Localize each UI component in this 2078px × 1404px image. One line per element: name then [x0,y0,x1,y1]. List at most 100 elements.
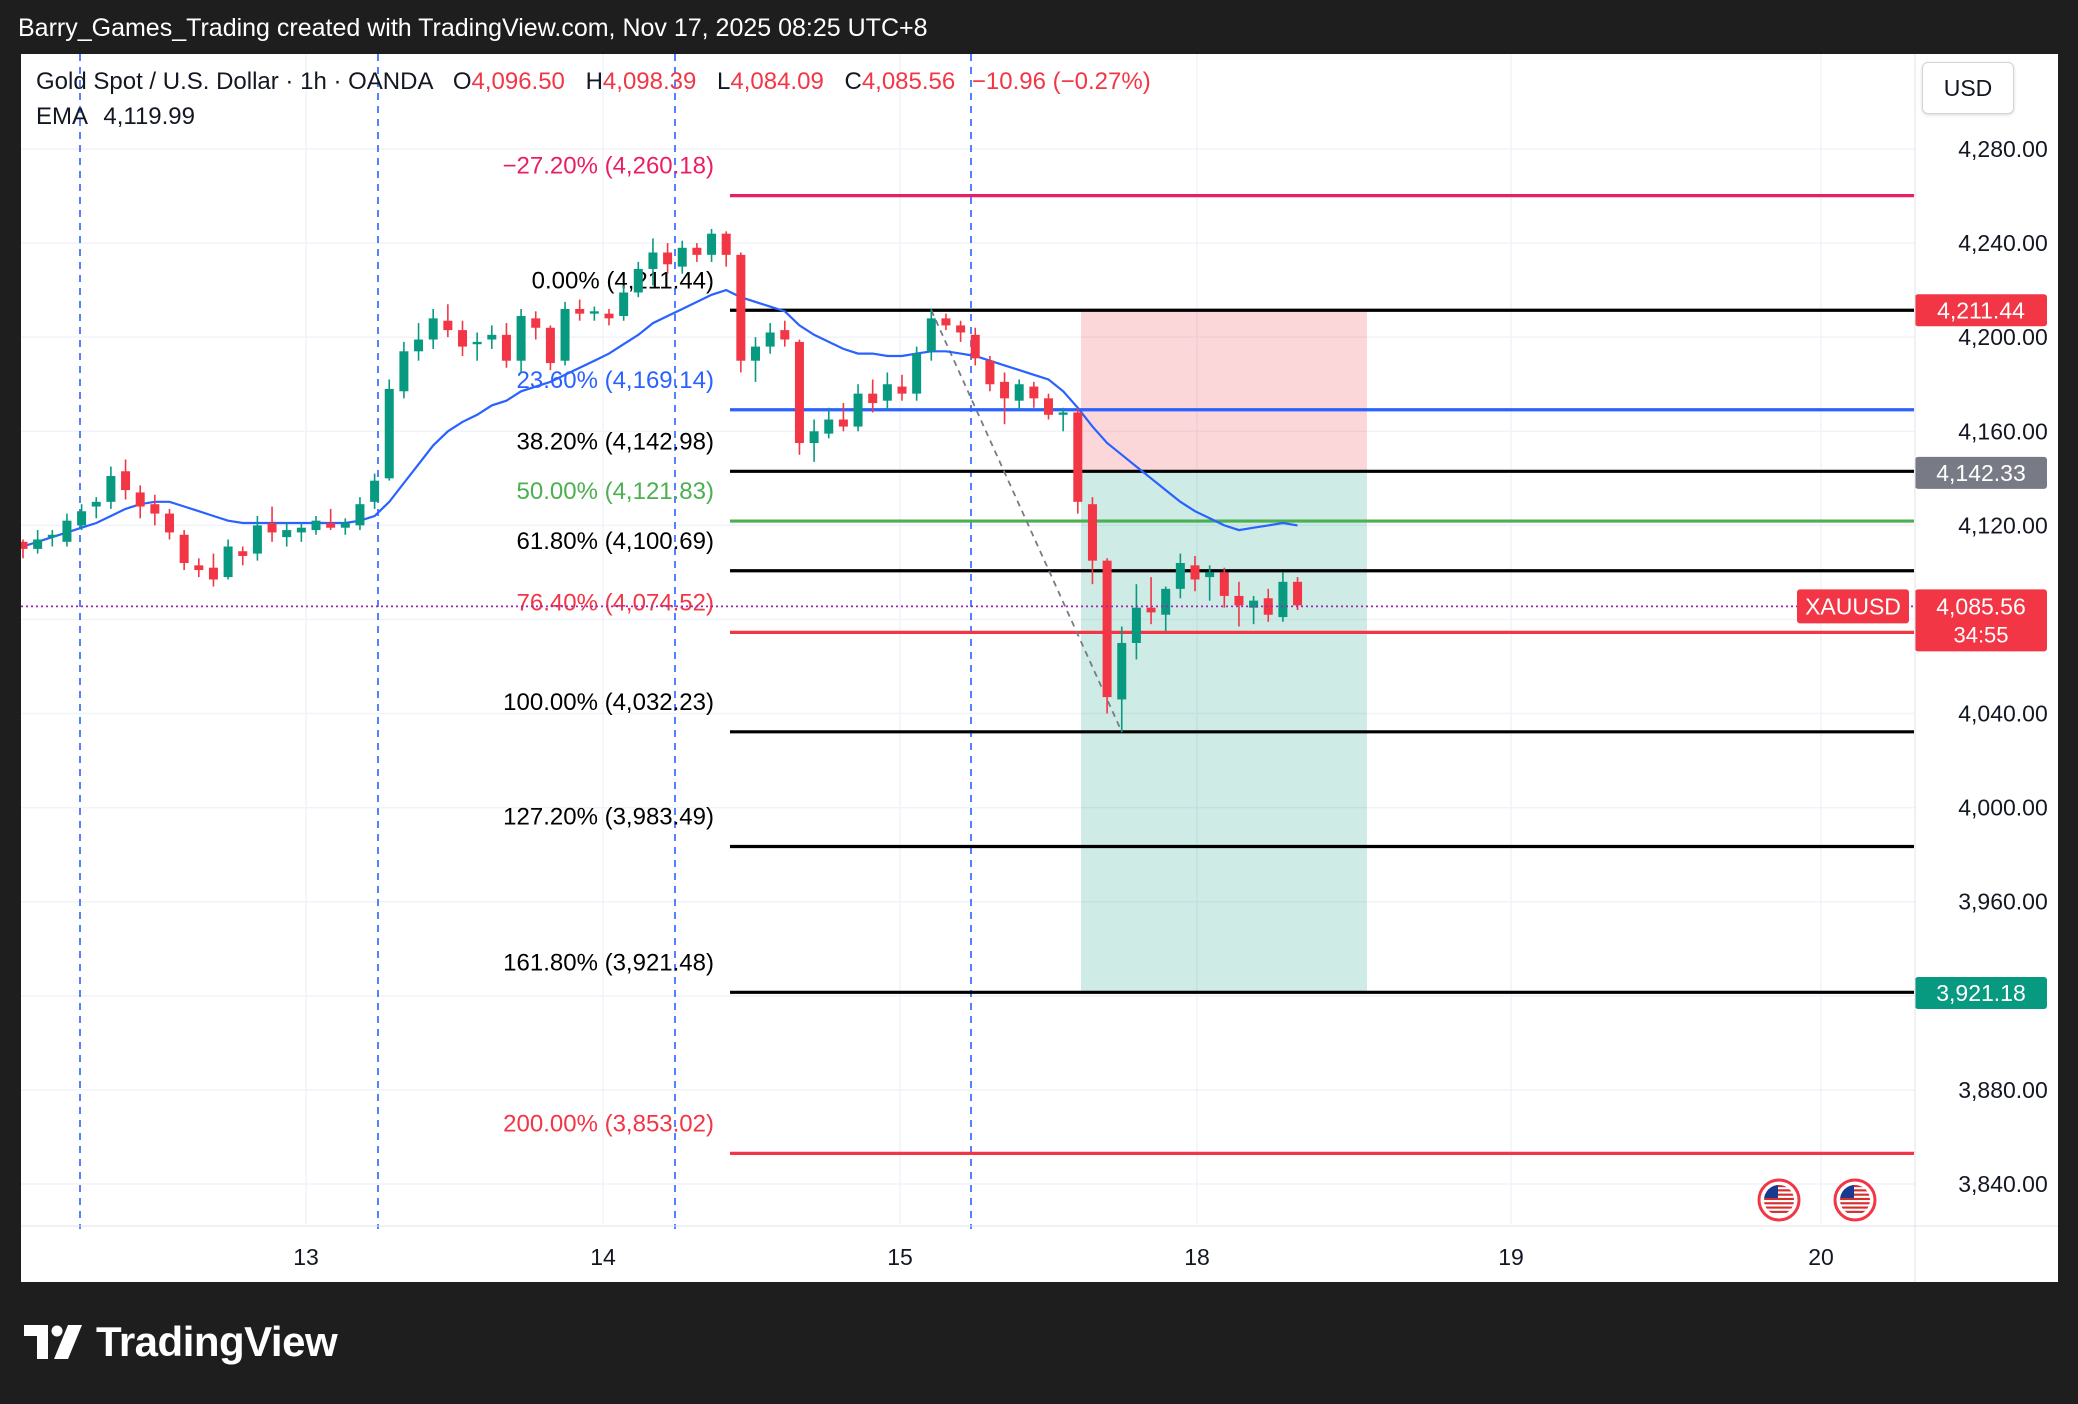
candle-body [751,346,760,361]
candle-body [1190,565,1200,580]
candle [1087,497,1097,585]
candle [970,327,980,366]
candle [443,304,453,338]
candle [326,508,336,531]
symbol-badge [1797,589,1909,624]
fib-level-label: 100.00% (4,032.23) [503,689,714,716]
high-value: 4,098.39 [602,68,697,95]
us-flag-icon [1833,1178,1877,1222]
candle [47,530,57,547]
fib-level-label: 61.80% (4,100.69) [517,528,714,555]
candle-body [531,318,541,328]
candle [208,553,218,587]
candle-body [1219,572,1229,596]
candle-body [135,492,145,507]
candle [794,339,804,455]
price-tick-label: 4,000.00 [1958,795,2048,821]
candle [1219,567,1229,608]
candle-body [282,530,292,538]
fibonacci-retracement: −27.20% (4,260.18) 0.00% (4,211.44) 23.60%… [503,153,1914,1155]
candle-body [62,520,72,542]
candle-body [941,318,951,326]
candle-body [208,567,218,580]
candle-body [150,504,160,514]
candle [1161,586,1171,632]
price-axis: 4,280.00 4,240.00 4,200.00 4,160.00 4,120.00… [21,136,2048,1197]
candle [516,308,526,373]
candle-body [809,431,819,444]
candle-body [589,311,599,314]
candle-body [1029,386,1039,399]
candle-body [399,351,409,392]
candle-body [91,501,101,507]
candle [1044,393,1053,420]
candle [677,240,687,274]
chart-frame[interactable]: −27.20% (4,260.18) 0.00% (4,211.44) 23.60%… [21,54,2058,1282]
candle [77,504,87,531]
current-price-badge [1915,589,2047,652]
open-value: 4,096.50 [471,68,565,95]
fib-level-label: 161.80% (3,921.48) [503,949,714,976]
ema-line [22,288,1298,548]
candle-body [487,334,497,340]
fib-level-label: 50.00% (4,121.83) [517,478,714,505]
candle [355,497,365,531]
candle-body [194,565,204,571]
candle [941,313,951,331]
candle-body [1131,607,1141,643]
candle [619,285,629,321]
time-tick-label: 15 [887,1244,913,1270]
candle-body [677,247,687,267]
ema-label[interactable]: EMA [36,103,87,130]
candle-body [223,546,233,578]
candle [751,337,760,382]
candle-body [1146,607,1156,613]
candle [692,243,702,262]
candle-body [970,334,980,359]
candle-body [1249,600,1259,608]
candle-body [575,308,585,314]
candle [985,356,995,392]
candle-body [633,268,643,293]
symbol-title[interactable]: Gold Spot / U.S. Dollar · 1h · OANDA [36,68,433,95]
candle-body [428,318,438,340]
candle [91,497,101,519]
time-axis: 13 14 15 18 19 20 [21,54,2058,1282]
time-tick-label: 13 [293,1244,319,1270]
price-chart[interactable]: −27.20% (4,260.18) 0.00% (4,211.44) 23.60%… [21,54,2058,1282]
fib-trend-line [930,309,1123,733]
candle [428,308,438,349]
candle-body [384,388,394,479]
time-tick-label: 20 [1808,1244,1834,1270]
currency-button[interactable]: USD [1922,62,2014,114]
candle-body [472,341,482,345]
ema-legend[interactable]: EMA 4,119.99 [36,103,195,131]
price-tick-label: 3,960.00 [1958,889,2048,915]
candle [648,238,658,286]
candle [487,325,497,349]
candle [1146,577,1156,625]
candle [1073,407,1083,514]
fib-level-label: −27.20% (4,260.18) [503,153,715,180]
candle-body [1044,398,1053,415]
close-value: 4,085.56 [861,68,956,95]
candle-body [370,480,380,502]
candle-body [106,475,116,502]
candle-body [1263,598,1273,615]
candle-body [443,320,453,331]
candle [21,539,28,559]
symbol-legend[interactable]: Gold Spot / U.S. Dollar · 1h · OANDA O4,… [36,68,1151,96]
countdown-text: 34:55 [1953,622,2008,647]
candle-body [868,393,878,404]
candle [340,518,350,535]
candle [1058,407,1068,432]
candle [589,306,599,321]
candle-body [956,325,966,333]
low-value: 4,084.09 [730,68,824,95]
session-break-lines [79,54,972,1229]
candle-body [1102,560,1112,698]
candle-body [604,313,614,319]
candle-body [794,341,804,444]
candle [384,379,394,481]
candle-body [355,504,365,526]
